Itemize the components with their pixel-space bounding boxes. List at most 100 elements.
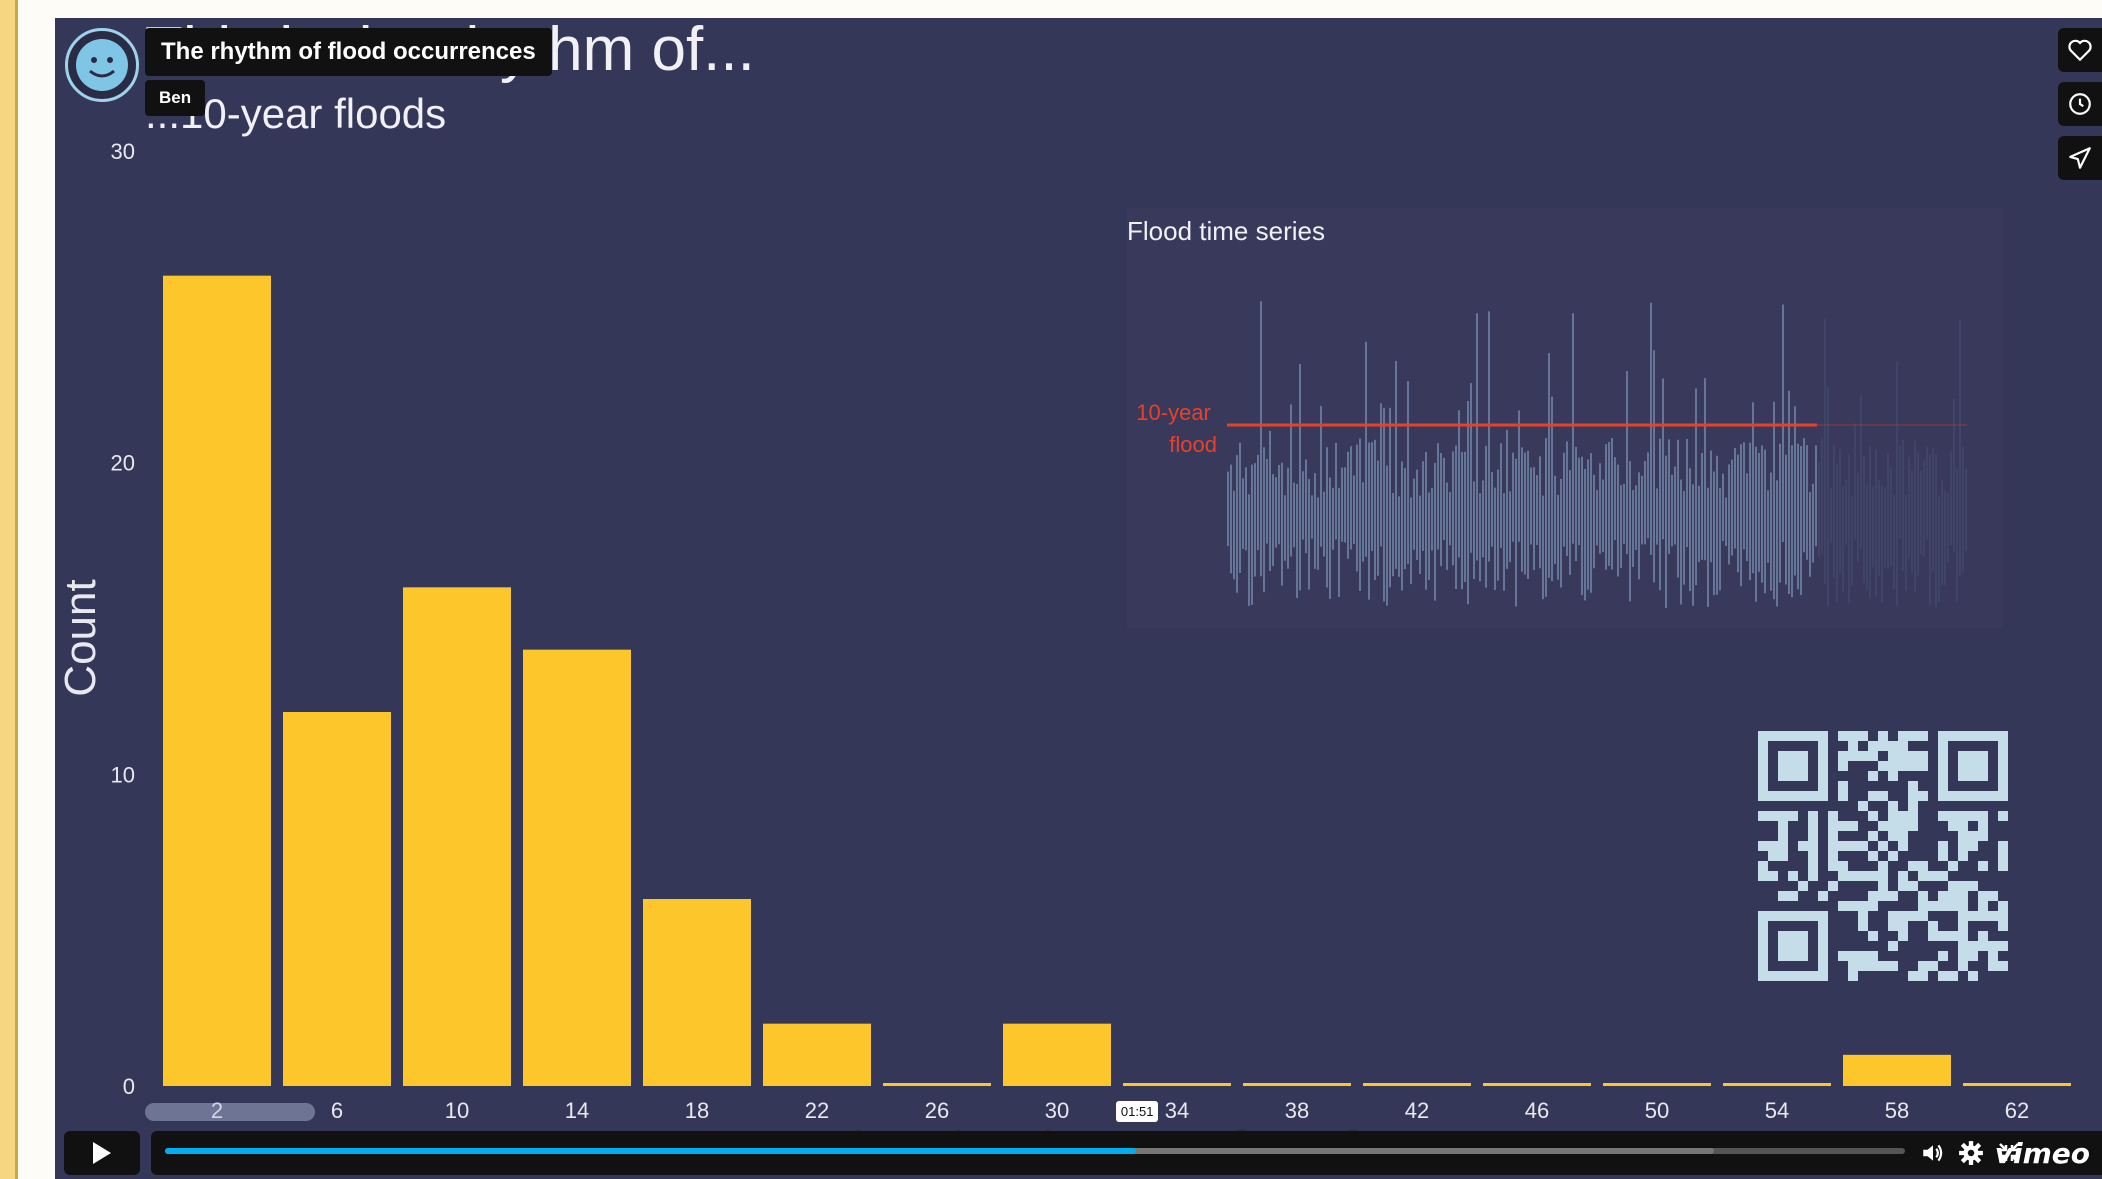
- qr-module: [1938, 891, 1948, 901]
- qr-module: [1878, 821, 1888, 831]
- y-tick-label: 30: [111, 139, 135, 164]
- qr-module: [1898, 831, 1908, 841]
- qr-module: [1908, 731, 1918, 741]
- qr-module: [1888, 801, 1898, 811]
- vimeo-logo[interactable]: vimeo: [1994, 1137, 2090, 1170]
- qr-module: [1908, 911, 1918, 921]
- qr-module: [1898, 751, 1908, 761]
- settings-button[interactable]: [1957, 1139, 1985, 1167]
- x-tick-label: 62: [2005, 1098, 2029, 1123]
- qr-module: [1868, 901, 1878, 911]
- share-button[interactable]: [2058, 136, 2102, 180]
- qr-module: [1878, 841, 1888, 851]
- bar: [1243, 1083, 1351, 1086]
- qr-module: [1838, 761, 1848, 771]
- qr-module: [1998, 901, 2008, 911]
- qr-module: [1888, 771, 1898, 781]
- x-tick-label: 6: [331, 1098, 343, 1123]
- qr-module: [1918, 731, 1928, 741]
- qr-module: [1908, 811, 1918, 821]
- video-author[interactable]: Ben: [145, 80, 206, 116]
- qr-module: [1888, 911, 1898, 921]
- qr-module: [1888, 741, 1898, 751]
- qr-module: [1848, 821, 1858, 831]
- qr-module: [1938, 871, 1948, 881]
- x-tick-label: 18: [685, 1098, 709, 1123]
- qr-module: [1898, 881, 1908, 891]
- qr-module: [1958, 891, 1968, 901]
- like-button[interactable]: [2058, 28, 2102, 72]
- qr-module: [1868, 791, 1878, 801]
- play-button[interactable]: [64, 1131, 140, 1175]
- flood-chart: This is the rhythm of... ...10-year floo…: [56, 18, 2071, 1169]
- video-title[interactable]: The rhythm of flood occurrences: [145, 28, 552, 76]
- watch-later-button[interactable]: [2058, 82, 2102, 126]
- qr-module: [1898, 821, 1908, 831]
- qr-module: [1908, 881, 1918, 891]
- x-tick-label: 22: [805, 1098, 829, 1123]
- volume-button[interactable]: [1919, 1139, 1947, 1167]
- inset-timeseries: Flood time series 10-year flood: [1127, 208, 2002, 628]
- qr-module: [1908, 761, 1918, 771]
- qr-module: [1858, 921, 1868, 931]
- qr-module: [1948, 971, 1958, 981]
- qr-module: [1908, 801, 1918, 811]
- bar: [163, 275, 271, 1087]
- inset-title: Flood time series: [1127, 216, 1325, 246]
- bar: [523, 649, 631, 1086]
- volume-icon: [1923, 1144, 1943, 1162]
- qr-module: [1958, 931, 1968, 941]
- qr-module: [1848, 971, 1858, 981]
- qr-module: [1918, 751, 1928, 761]
- qr-module: [1888, 921, 1898, 931]
- qr-module: [1968, 881, 1978, 891]
- qr-module: [1918, 901, 1928, 911]
- x-tick-label: 58: [1885, 1098, 1909, 1123]
- qr-module: [1998, 941, 2008, 951]
- qr-module: [1908, 791, 1918, 801]
- qr-module: [1878, 741, 1888, 751]
- preview-thumb: [145, 1103, 315, 1121]
- qr-module: [1888, 891, 1898, 901]
- qr-finder-core: [1958, 751, 1988, 781]
- qr-module: [1758, 871, 1768, 881]
- qr-module: [1788, 871, 1798, 881]
- qr-module: [1978, 831, 1988, 841]
- qr-module: [1778, 891, 1788, 901]
- qr-module: [1998, 841, 2008, 851]
- qr-module: [1878, 871, 1888, 881]
- qr-module: [1928, 901, 1938, 911]
- bar: [403, 587, 511, 1086]
- qr-module: [1868, 851, 1878, 861]
- video-player[interactable]: This is the rhythm of... ...10-year floo…: [55, 18, 2102, 1179]
- qr-module: [1868, 961, 1878, 971]
- bar: [1483, 1083, 1591, 1086]
- bar: [1723, 1083, 1831, 1086]
- qr-module: [1948, 881, 1958, 891]
- fullscreen-button[interactable]: [1995, 1139, 2023, 1167]
- qr-module: [1918, 961, 1928, 971]
- qr-module: [1918, 761, 1928, 771]
- qr-module: [1858, 801, 1868, 811]
- qr-module: [1918, 971, 1928, 981]
- qr-module: [1838, 841, 1848, 851]
- qr-module: [1868, 871, 1878, 881]
- qr-module: [1828, 851, 1838, 861]
- qr-module: [1958, 881, 1968, 891]
- qr-module: [1808, 851, 1818, 861]
- qr-module: [1978, 821, 1988, 831]
- y-tick-label: 20: [111, 451, 135, 476]
- qr-module: [1838, 781, 1848, 791]
- bar: [283, 712, 391, 1086]
- y-tick-label: 0: [123, 1074, 135, 1099]
- x-tick-label: 54: [1765, 1098, 1789, 1123]
- qr-module: [1758, 811, 1768, 821]
- qr-module: [1968, 951, 1978, 961]
- x-tick-label: 14: [565, 1098, 589, 1123]
- qr-module: [1868, 751, 1878, 761]
- x-tick-label: 34: [1165, 1098, 1189, 1123]
- author-avatar[interactable]: [65, 28, 139, 102]
- qr-module: [1908, 821, 1918, 831]
- qr-module: [1958, 851, 1968, 861]
- qr-module: [1898, 911, 1908, 921]
